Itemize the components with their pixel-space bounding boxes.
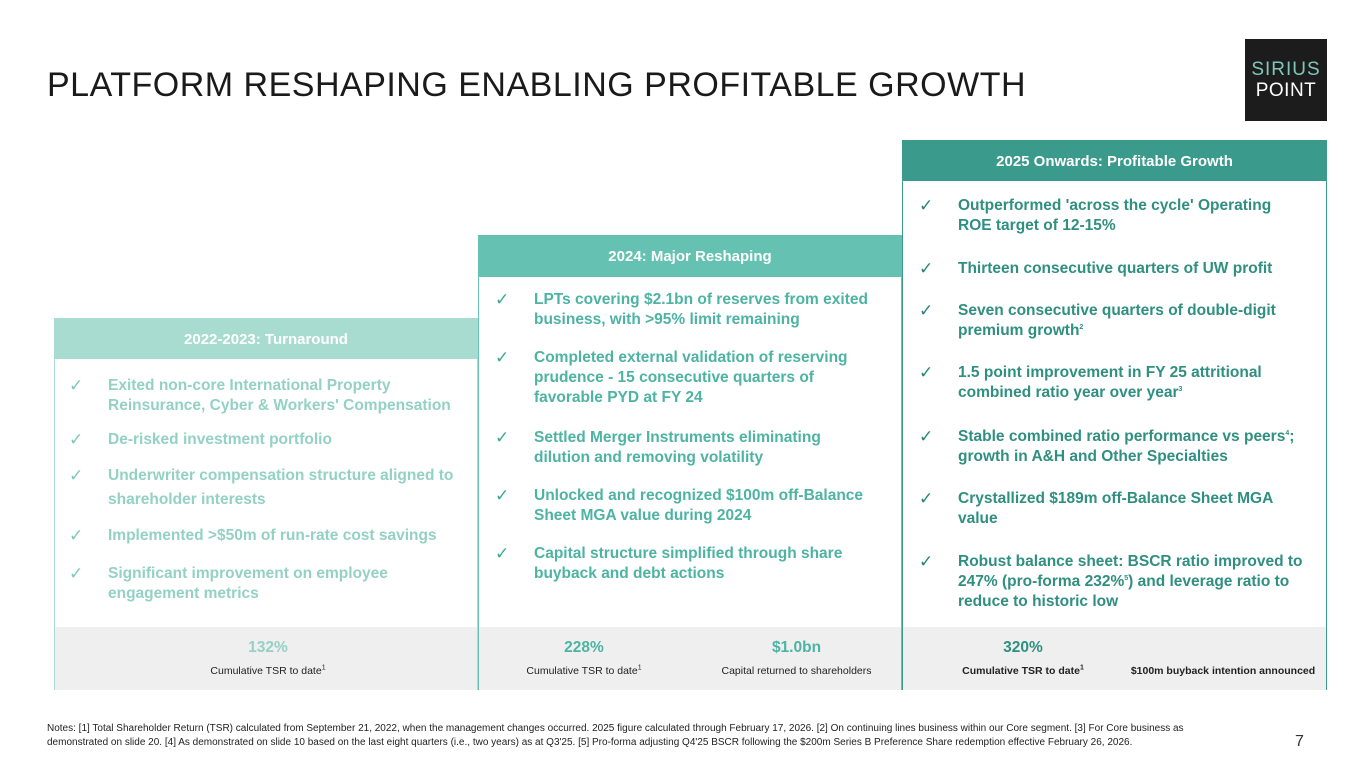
check-icon: ✓ xyxy=(69,526,84,545)
phase-column-profitable-growth: 2025 Onwards: Profitable Growth ✓ Outper… xyxy=(902,140,1327,690)
capital-returned-metric: $1.0bn Capital returned to shareholders xyxy=(721,639,872,677)
list-item: ✓ Stable combined ratio performance vs p… xyxy=(919,427,1295,465)
page-title: PLATFORM RESHAPING ENABLING PROFITABLE G… xyxy=(47,66,1027,104)
list-item: ✓ Implemented >$50m of run-rate cost sav… xyxy=(69,526,437,545)
list-item: ✓ De-risked investment portfolio xyxy=(69,430,332,449)
footnotes: Notes: [1] Total Shareholder Return (TSR… xyxy=(47,723,1184,748)
check-icon: ✓ xyxy=(495,428,510,447)
column-metrics: 320% Cumulative TSR to date1 $100m buyba… xyxy=(903,627,1326,690)
list-item: ✓ Seven consecutive quarters of double-d… xyxy=(919,301,1276,339)
list-item: ✓ 1.5 point improvement in FY 25 attriti… xyxy=(919,363,1262,401)
list-item: ✓ Unlocked and recognized $100m off-Bala… xyxy=(495,486,864,524)
list-item: ✓ Significant improvement on employee en… xyxy=(69,564,388,602)
check-icon: ✓ xyxy=(919,196,934,215)
logo-line-1: SIRIUS xyxy=(1251,59,1321,80)
column-header: 2024: Major Reshaping xyxy=(479,236,901,277)
check-icon: ✓ xyxy=(495,544,510,563)
buyback-metric: $100m buyback intention announced xyxy=(1130,665,1316,677)
list-item: ✓ Settled Merger Instruments eliminating… xyxy=(495,428,821,466)
check-icon: ✓ xyxy=(495,348,510,367)
check-icon: ✓ xyxy=(919,552,934,571)
phase-column-major-reshaping: 2024: Major Reshaping ✓ LPTs covering $2… xyxy=(478,235,902,690)
column-header: 2025 Onwards: Profitable Growth xyxy=(903,141,1326,181)
column-body: ✓ Outperformed 'across the cycle' Operat… xyxy=(903,181,1326,627)
column-metrics: 132% Cumulative TSR to date1 xyxy=(55,627,477,690)
list-item: ✓ Crystallized $189m off-Balance Sheet M… xyxy=(919,489,1273,527)
check-icon: ✓ xyxy=(919,427,934,446)
list-item: ✓ Robust balance sheet: BSCR ratio impro… xyxy=(919,552,1303,610)
tsr-metric: 228% Cumulative TSR to date1 xyxy=(526,639,642,677)
check-icon: ✓ xyxy=(919,259,934,278)
tsr-metric: 320% Cumulative TSR to date1 xyxy=(962,639,1084,677)
check-icon: ✓ xyxy=(69,564,84,583)
list-item: ✓ Underwriter compensation structure ali… xyxy=(69,466,454,508)
column-body: ✓ Exited non-core International Property… xyxy=(55,359,477,627)
check-icon: ✓ xyxy=(919,363,934,382)
list-item: ✓ Completed external validation of reser… xyxy=(495,348,848,406)
logo-line-2: POINT xyxy=(1255,80,1317,101)
sirius-point-logo: SIRIUS POINT xyxy=(1245,39,1327,121)
phase-column-turnaround: 2022-2023: Turnaround ✓ Exited non-core … xyxy=(54,318,478,690)
page-number: 7 xyxy=(1295,733,1304,750)
list-item: ✓ Outperformed 'across the cycle' Operat… xyxy=(919,196,1272,234)
list-item: ✓ Exited non-core International Property… xyxy=(69,376,451,414)
column-metrics: 228% Cumulative TSR to date1 $1.0bn Capi… xyxy=(479,627,901,690)
check-icon: ✓ xyxy=(495,290,510,309)
list-item: ✓ LPTs covering $2.1bn of reserves from … xyxy=(495,290,868,328)
check-icon: ✓ xyxy=(69,430,84,449)
check-icon: ✓ xyxy=(495,486,510,505)
list-item: ✓ Capital structure simplified through s… xyxy=(495,544,843,582)
column-header: 2022-2023: Turnaround xyxy=(55,319,477,359)
check-icon: ✓ xyxy=(69,376,84,395)
column-body: ✓ LPTs covering $2.1bn of reserves from … xyxy=(479,277,901,627)
check-icon: ✓ xyxy=(919,301,934,320)
list-item: ✓ Thirteen consecutive quarters of UW pr… xyxy=(919,259,1273,278)
check-icon: ✓ xyxy=(69,466,84,485)
tsr-metric: 132% Cumulative TSR to date1 xyxy=(210,639,326,677)
check-icon: ✓ xyxy=(919,489,934,508)
